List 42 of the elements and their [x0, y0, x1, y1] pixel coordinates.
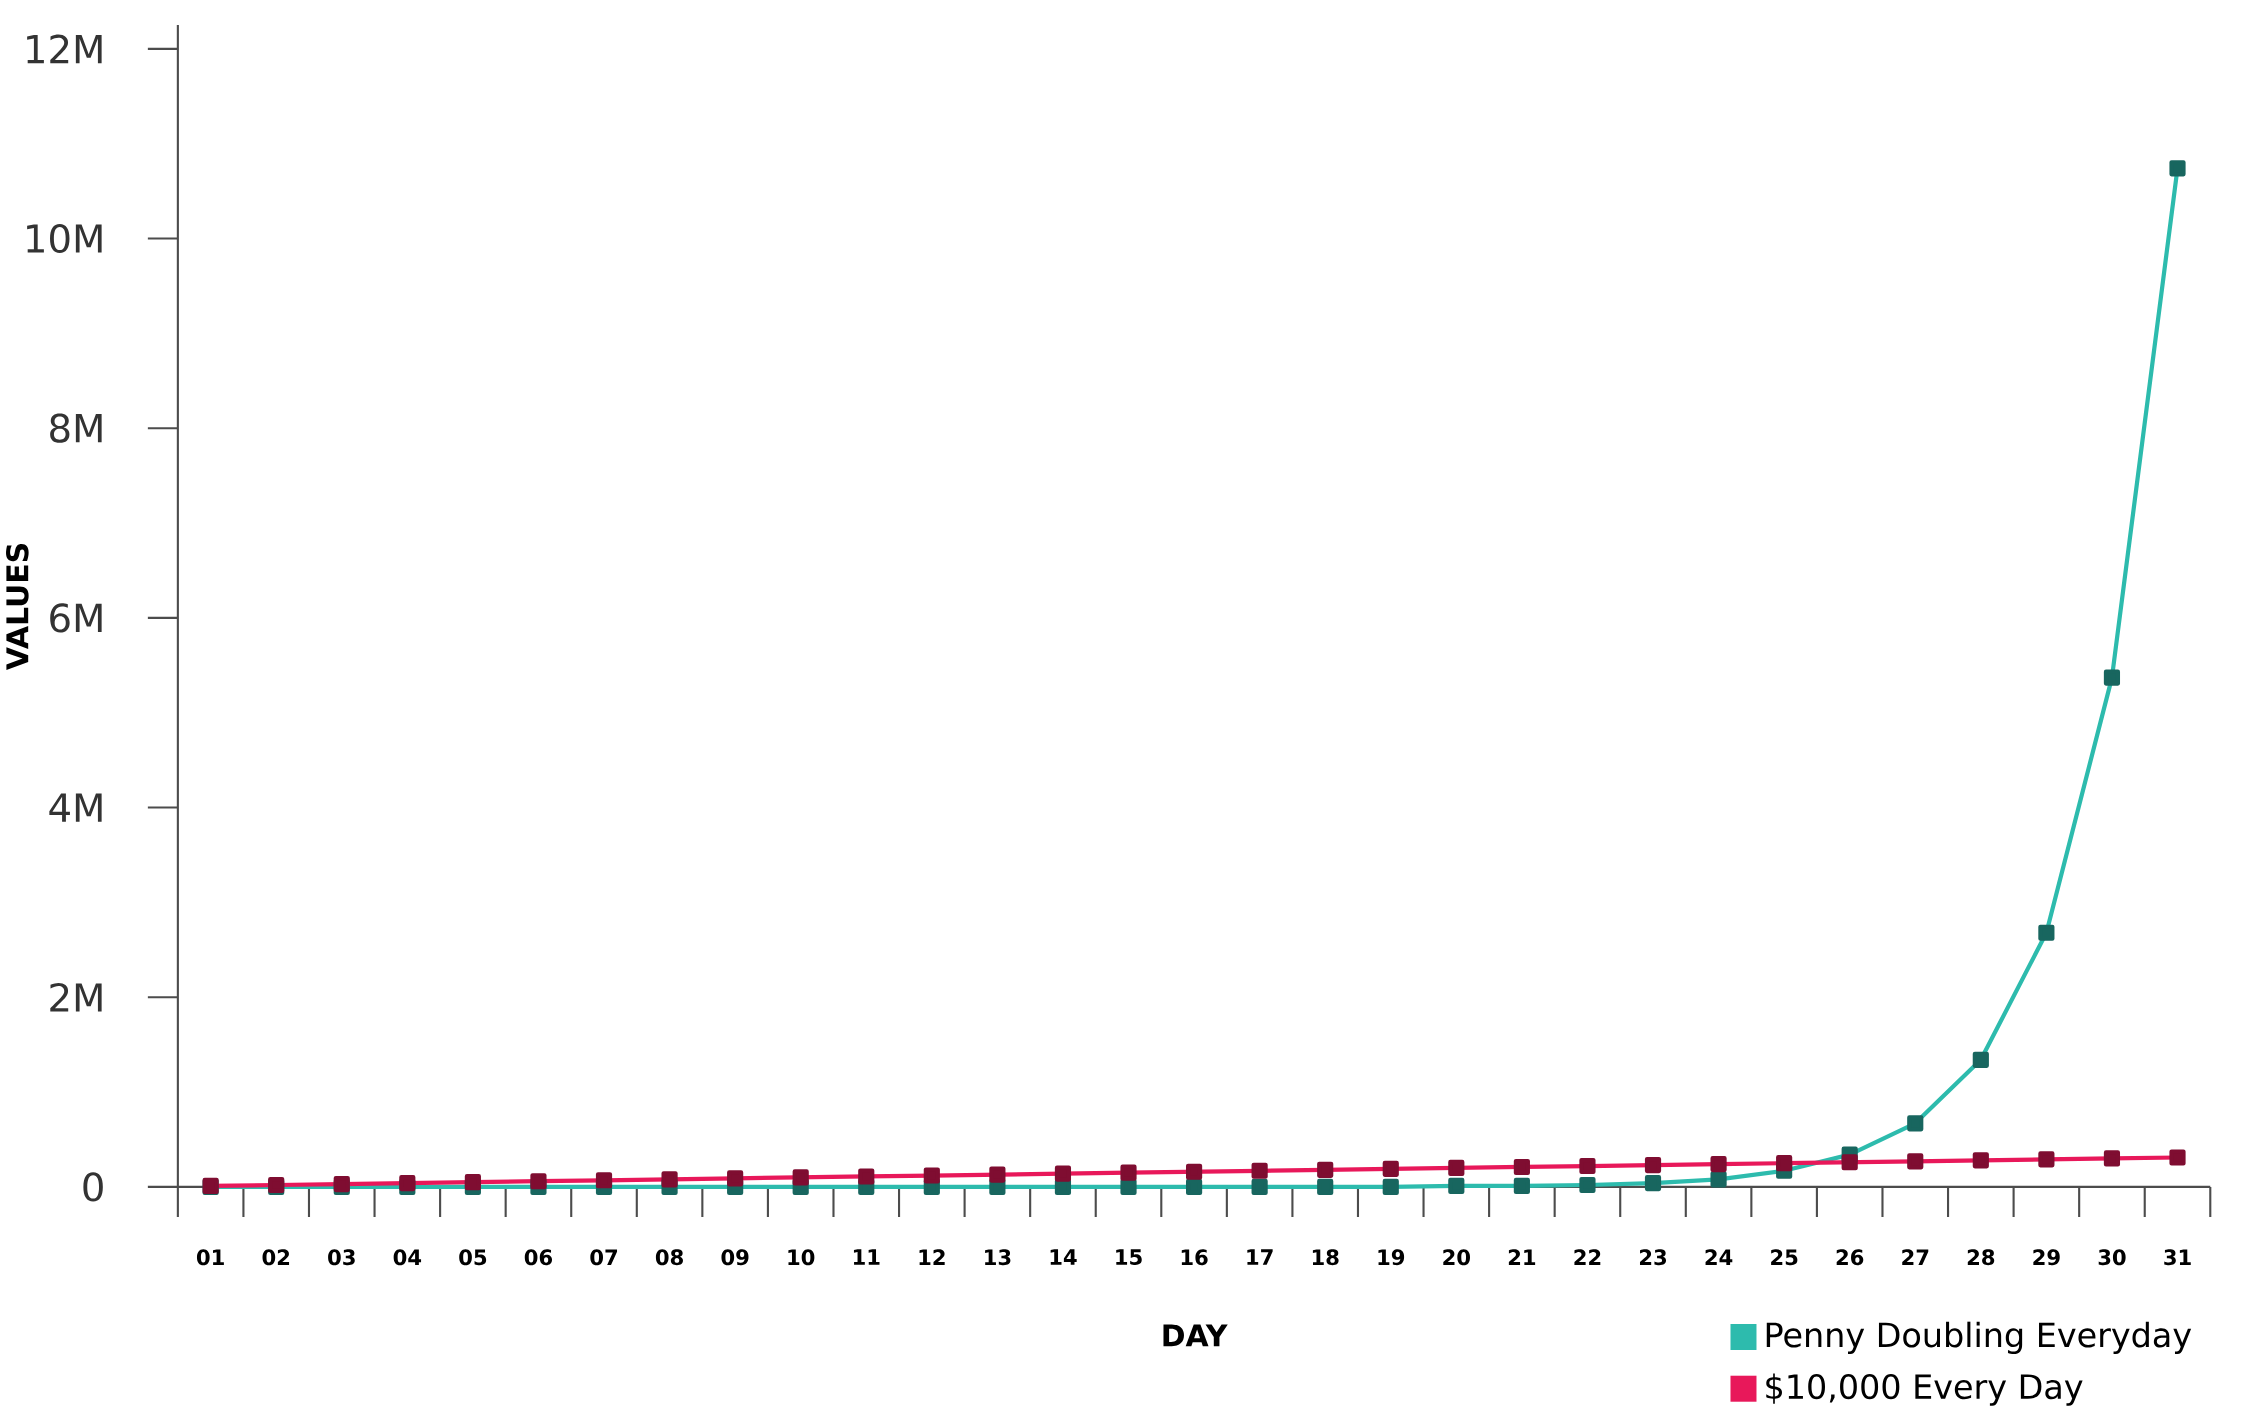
x-tick-label: 05	[459, 1249, 487, 1266]
x-tick-label: 26	[1836, 1249, 1864, 1266]
x-tick-label: 27	[1902, 1249, 1929, 1265]
x-tick-label: 18	[1312, 1249, 1339, 1266]
x-tick-label: 28	[1967, 1249, 1995, 1266]
x-tick-label: 09	[721, 1249, 749, 1266]
y-tick-label: 6M	[50, 603, 102, 633]
x-tick-label: 29	[2033, 1249, 2060, 1266]
x-tick-label: 23	[1639, 1249, 1667, 1266]
x-tick-label: 12	[919, 1249, 945, 1265]
x-tick-label: 17	[1247, 1249, 1273, 1265]
x-tick-label: 22	[1574, 1249, 1601, 1265]
x-axis-title: DAY	[1163, 1324, 1228, 1347]
x-tick-label: 20	[1443, 1249, 1470, 1266]
y-tick-label: 10M	[27, 223, 102, 254]
y-axis-title: VALUES	[6, 543, 29, 671]
x-tick-label: 07	[590, 1249, 618, 1266]
x-tick-label: 01	[196, 1249, 224, 1266]
x-tick-label: 24	[1705, 1249, 1733, 1265]
legend-label: Penny Doubling Everyday	[1766, 1321, 2192, 1354]
x-tick-label: 25	[1771, 1249, 1798, 1266]
x-tick-label: 06	[524, 1249, 553, 1266]
x-tick-label: 31	[2164, 1249, 2191, 1266]
x-tick-label: 16	[1181, 1249, 1208, 1266]
y-tick-label: 0	[83, 1172, 103, 1202]
y-tick-label: 4M	[49, 793, 102, 822]
y-tick-label: 12M	[27, 34, 102, 64]
x-tick-label: 19	[1378, 1249, 1405, 1266]
x-tick-label: 14	[1050, 1249, 1077, 1265]
y-tick-label: 2M	[50, 982, 102, 1012]
legend-label: $10,000 Every Day	[1766, 1373, 2083, 1406]
x-tick-label: 21	[1508, 1249, 1536, 1265]
y-tick-label: 8M	[50, 413, 102, 443]
x-tick-label: 08	[655, 1249, 683, 1266]
x-tick-label: 15	[1116, 1249, 1142, 1265]
x-tick-label: 10	[788, 1249, 815, 1266]
x-tick-label: 04	[393, 1249, 422, 1266]
x-tick-label: 11	[853, 1249, 880, 1265]
x-tick-label: 30	[2098, 1249, 2126, 1266]
x-tick-label: 03	[328, 1249, 355, 1266]
x-tick-label: 13	[985, 1249, 1011, 1266]
x-tick-label: 02	[262, 1249, 290, 1266]
